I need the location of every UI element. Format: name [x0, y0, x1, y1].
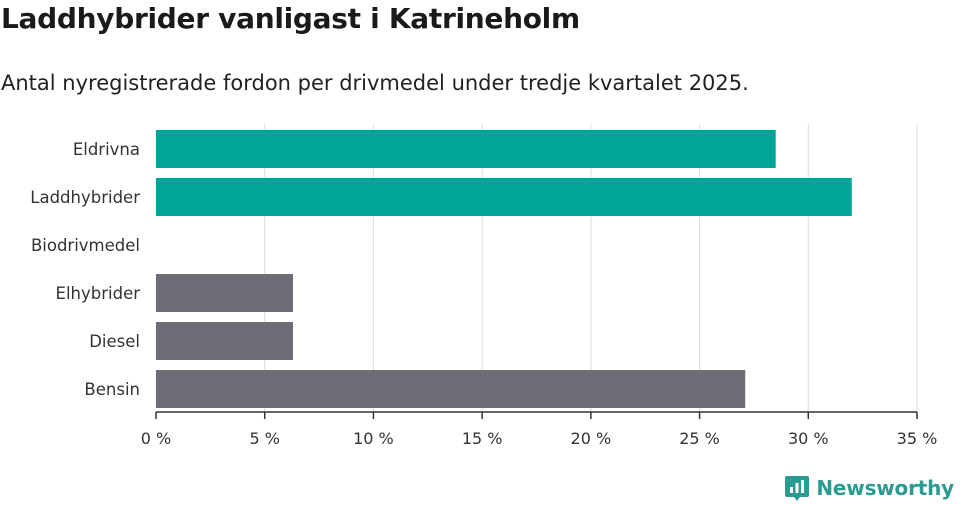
category-label: Bensin — [84, 380, 140, 399]
x-tick-label: 0 % — [141, 429, 171, 448]
x-axis: 0 % 5 % 10 % 15 % 20 % 25 % 30 % 35 % — [141, 411, 938, 448]
x-tick-label: 35 % — [897, 429, 938, 448]
category-label: Laddhybrider — [30, 188, 140, 207]
bar-elhybrider — [156, 274, 293, 312]
newsworthy-logo-icon — [785, 476, 810, 501]
bars — [156, 130, 852, 408]
category-label: Eldrivna — [73, 140, 140, 159]
x-tick-label: 20 % — [571, 429, 612, 448]
brand-name: Newsworthy — [816, 476, 954, 500]
bar-laddhybrider — [156, 178, 852, 216]
grid-lines — [264, 124, 918, 412]
category-labels: Eldrivna Laddhybrider Biodrivmedel Elhybrid… — [30, 140, 140, 399]
chart-title: Laddhybrider vanligast i Katrineholm — [1, 2, 580, 35]
x-tick-label: 25 % — [679, 429, 720, 448]
bar-diesel — [156, 322, 293, 360]
bar-eldrivna — [156, 130, 776, 168]
category-label: Elhybrider — [56, 284, 141, 303]
x-tick-label: 15 % — [462, 429, 503, 448]
category-label: Biodrivmedel — [31, 236, 140, 255]
bar-chart: Eldrivna Laddhybrider Biodrivmedel Elhybrid… — [30, 124, 938, 448]
bar-bensin — [156, 370, 746, 408]
chart-subtitle: Antal nyregistrerade fordon per drivmede… — [1, 71, 749, 95]
brand: Newsworthy — [784, 474, 954, 502]
x-tick-label: 10 % — [353, 429, 394, 448]
x-tick-label: 5 % — [249, 429, 279, 448]
category-label: Diesel — [89, 332, 140, 351]
x-tick-label: 30 % — [788, 429, 829, 448]
